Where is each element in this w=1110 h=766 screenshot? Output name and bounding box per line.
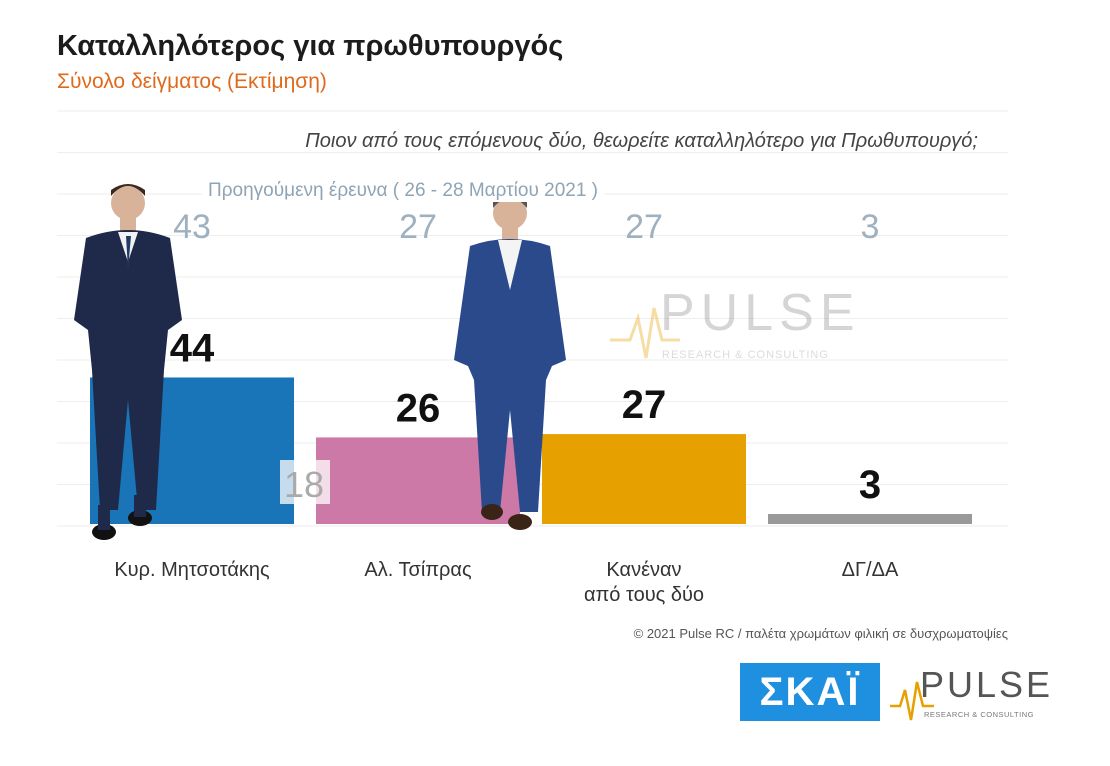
category-label-line: ΔΓ/ΔΑ	[841, 559, 899, 581]
pulse-logo: PULSE RESEARCH & CONSULTING	[890, 660, 1060, 724]
survey-question: Ποιον από τους επόμενους δύο, θεωρείτε κ…	[305, 130, 978, 152]
category-label: Κυρ. Μητσοτάκης	[72, 558, 312, 583]
category-label: Αλ. Τσίπρας	[298, 558, 538, 583]
copyright-note: © 2021 Pulse RC / παλέτα χρωμάτων φιλική…	[633, 626, 1008, 641]
category-label-line: Αλ. Τσίπρας	[364, 559, 472, 581]
previous-value-label: 3	[861, 208, 880, 246]
skai-logo: ΣΚΑΪ	[740, 663, 880, 721]
bar	[768, 514, 972, 524]
extra-label-bg	[280, 460, 330, 504]
figures	[74, 184, 566, 540]
previous-survey-label: Προηγούμενη έρευνα ( 26 - 28 Μαρτίου 202…	[202, 180, 605, 202]
pulse-watermark-icon: PULSE RESEARCH & CONSULTING	[610, 284, 861, 361]
person-figure-right-icon	[454, 195, 566, 530]
chart-subtitle: Σύνολο δείγματος (Εκτίμηση)	[57, 70, 327, 93]
value-label: 44	[170, 326, 215, 370]
svg-text:RESEARCH & CONSULTING: RESEARCH & CONSULTING	[662, 349, 829, 361]
previous-value-label: 27	[625, 208, 663, 246]
category-label: ΔΓ/ΔΑ	[750, 558, 990, 583]
previous-value-label: 43	[173, 208, 211, 246]
value-label: 3	[859, 463, 881, 507]
category-label: Κανέναν από τους δύο	[524, 558, 764, 608]
previous-value-label: 27	[399, 208, 437, 246]
pulse-logo-subtitle: RESEARCH & CONSULTING	[924, 710, 1034, 719]
value-labels: 44 43 26 27 27 27 3 3 18	[170, 208, 881, 507]
chart-title: Καταλληλότερος για πρωθυπουργός	[57, 30, 564, 62]
bar	[542, 434, 746, 524]
svg-text:PULSE: PULSE	[660, 284, 861, 342]
extra-value-label: 18	[284, 464, 324, 505]
value-label: 27	[622, 383, 667, 427]
person-figure-left-icon	[74, 184, 182, 540]
category-label-line: Κανέναν	[606, 559, 682, 581]
pulse-logo-icon	[890, 681, 934, 721]
pulse-logo-word: PULSE	[920, 664, 1054, 705]
category-label-line: από τους δύο	[583, 584, 705, 606]
value-label: 26	[396, 386, 441, 430]
category-label-line: Κυρ. Μητσοτάκης	[114, 559, 270, 581]
